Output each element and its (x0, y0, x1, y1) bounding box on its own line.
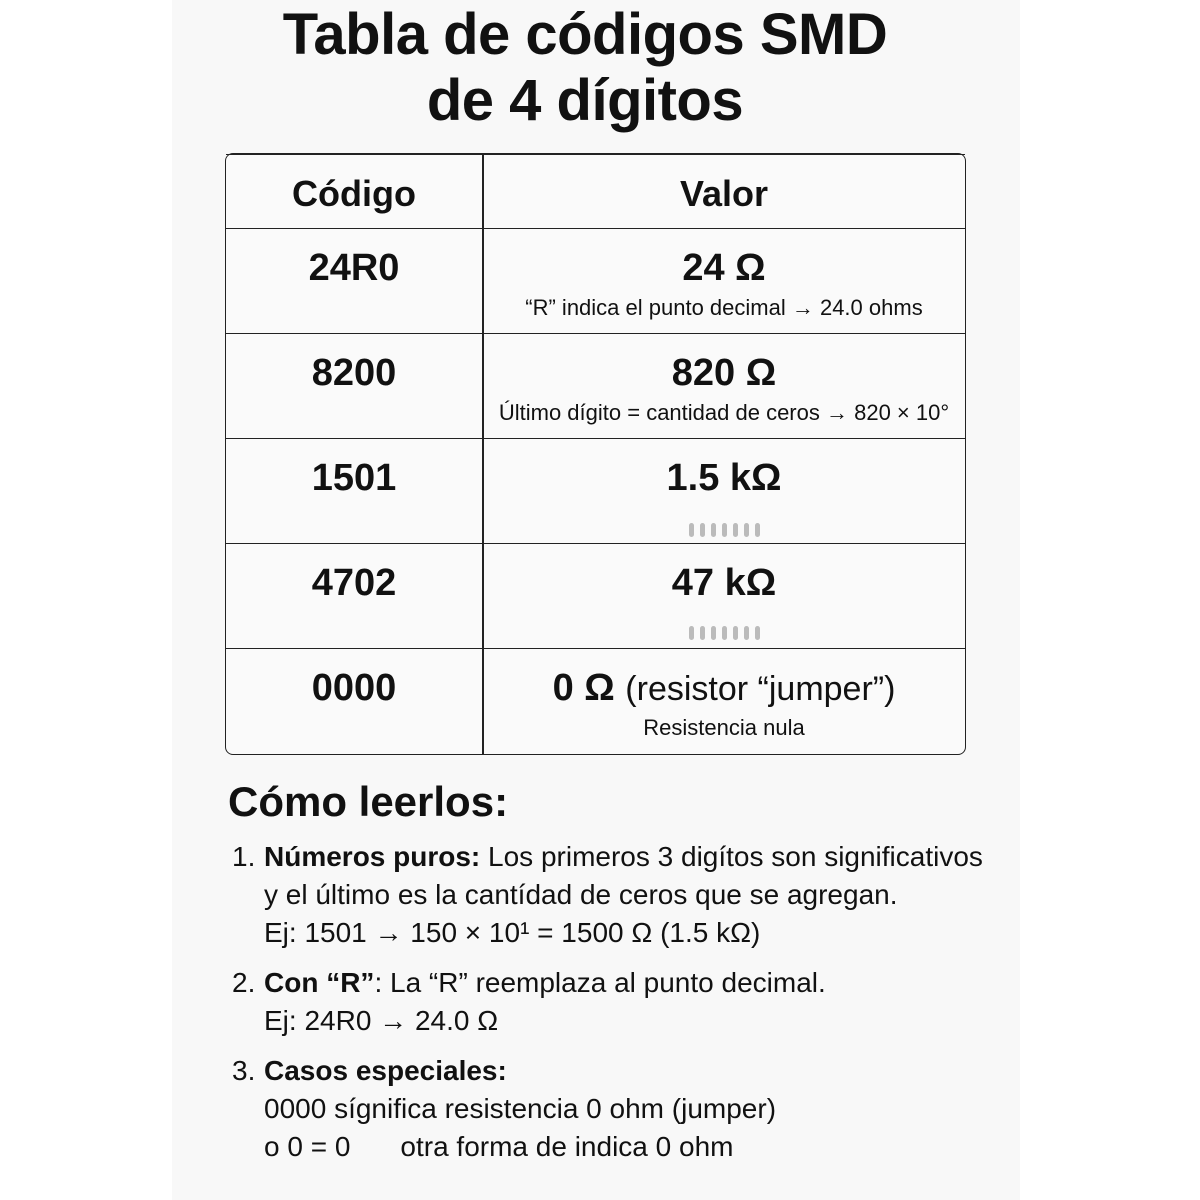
item-text: 0000 sígnifica resistencia 0 ohm (jumper… (264, 1093, 777, 1124)
header-value: Valor (679, 173, 769, 214)
table-row: 0000 0 Ω (resistor “jumper”) Resistencia… (226, 648, 965, 754)
list-item: 1. Números puros: Los primeros 3 digítos… (228, 838, 988, 952)
item-label: Casos especiales: (264, 1055, 507, 1086)
section-heading: Cómo leerlos: (228, 778, 509, 825)
title-line-1: Tabla de códigos SMD (282, 2, 888, 67)
code-cell: 1501 (311, 457, 397, 499)
item-number: 3. (232, 1055, 256, 1086)
value-cell: 1.5 kΩ (666, 457, 782, 499)
column-divider (482, 154, 484, 754)
table-row: 8200 820 Ω Último dígito = cantidad de c… (226, 333, 965, 439)
item-text-2: o 0 = 0 otra forma de indica 0 ohm (264, 1128, 988, 1166)
table-row: 24R0 24 Ω “R” indica el punto decimal → … (226, 228, 965, 334)
value-cell: 24 Ω (682, 247, 766, 289)
item-example: Ej: 1501 → 150 × 10¹ = 1500 Ω (1.5 kΩ) (264, 917, 761, 948)
value-main: 0 Ω (552, 667, 615, 709)
item-text-part: o 0 = 0 (264, 1131, 351, 1162)
header-code: Código (292, 173, 416, 214)
list-item: 2. Con “R”: La “R” reemplaza al punto de… (228, 964, 988, 1040)
item-example: Ej: 24R0 → 24.0 Ω (264, 1005, 499, 1036)
item-label: Números puros: (264, 841, 481, 872)
table-row: 4702 47 kΩ (226, 543, 965, 649)
value-cell: 47 kΩ (671, 562, 777, 604)
placeholder-marks (483, 523, 965, 542)
code-cell: 24R0 (308, 247, 400, 289)
item-text-part: otra forma de indica 0 ohm (400, 1131, 734, 1162)
code-cell: 4702 (311, 562, 397, 604)
smd-code-table: Código Valor 24R0 24 Ω “R” indica el pun… (225, 153, 966, 755)
item-number: 1. (232, 841, 256, 872)
value-extra: (resistor “jumper”) (625, 670, 896, 708)
item-label: Con “R” (264, 967, 375, 998)
placeholder-marks (483, 626, 965, 645)
value-note: Resistencia nula (643, 715, 805, 740)
item-number: 2. (232, 967, 256, 998)
value-note: “R” indica el punto decimal → 24.0 ohms (525, 295, 923, 320)
table-header: Código Valor (226, 154, 965, 229)
value-note: Último dígito = cantidad de ceros → 820 … (498, 400, 950, 425)
value-cell: 0 Ω (resistor “jumper”) (483, 667, 965, 710)
code-cell: 0000 (311, 667, 397, 709)
title-line-2: de 4 dígitos (426, 68, 744, 133)
value-cell: 820 Ω (671, 352, 777, 394)
item-text: Los primeros 3 digítos son significativo… (264, 841, 983, 910)
instructions-list: 1. Números puros: Los primeros 3 digítos… (228, 838, 988, 1178)
page-title: Tabla de códigos SMD de 4 dígitos (172, 2, 998, 134)
item-text: : La “R” reemplaza al punto decimal. (374, 967, 826, 998)
table-row: 1501 1.5 kΩ (226, 438, 965, 544)
list-item: 3. Casos especiales: 0000 sígnifica resi… (228, 1052, 988, 1166)
code-cell: 8200 (311, 352, 397, 394)
